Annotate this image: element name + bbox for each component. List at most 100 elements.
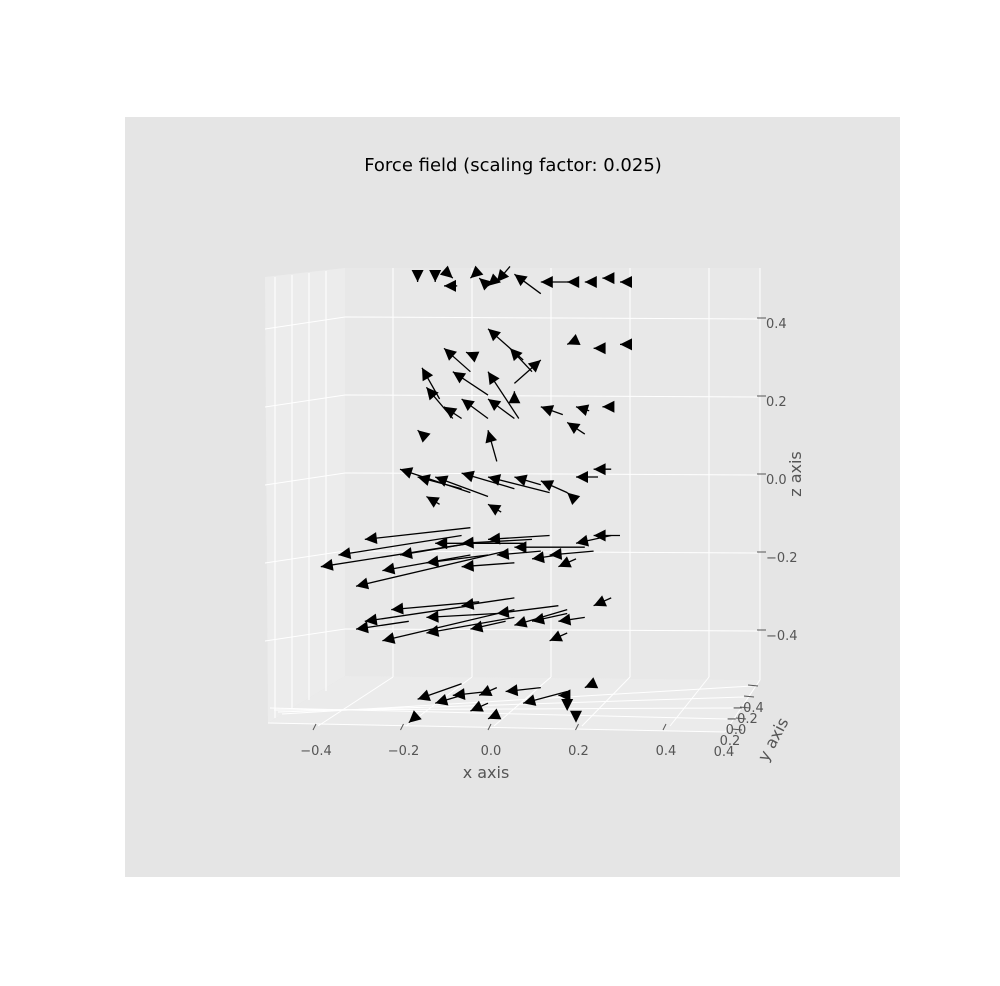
arrow-shaft xyxy=(399,468,471,494)
arrow-head xyxy=(444,348,457,361)
arrow-head xyxy=(558,556,572,568)
arrow-head xyxy=(426,387,439,401)
arrow-head xyxy=(620,276,632,288)
arrow-head xyxy=(527,360,541,373)
arrow-head xyxy=(496,268,510,282)
arrow-head xyxy=(461,559,475,572)
arrow-head xyxy=(549,630,564,642)
left-pane xyxy=(265,268,345,723)
arrow-head xyxy=(576,534,590,547)
y-tick xyxy=(735,717,747,720)
grid-line-floor-x xyxy=(493,676,552,727)
arrow-shaft xyxy=(320,542,471,568)
arrow-head xyxy=(488,399,502,411)
arrow-head xyxy=(576,471,588,483)
arrow-head xyxy=(532,551,545,564)
arrow-head xyxy=(514,274,528,287)
arrow-head xyxy=(496,547,510,560)
arrow-head xyxy=(435,694,449,706)
x-tick xyxy=(400,723,404,731)
arrow-head xyxy=(593,463,606,476)
arrow-head xyxy=(426,496,440,508)
z-tick-label: 0.0 xyxy=(766,473,787,488)
arrow-head xyxy=(584,276,597,288)
arrow-head xyxy=(356,577,370,590)
arrow-head xyxy=(488,371,500,386)
arrow-head xyxy=(435,475,449,487)
y-axis-line xyxy=(724,679,761,733)
x-tick-label: −0.4 xyxy=(300,744,332,759)
arrow-head xyxy=(466,351,480,363)
arrow-head xyxy=(540,276,553,288)
arrow-head xyxy=(576,404,590,416)
x-tick xyxy=(487,723,492,731)
arrow-head xyxy=(514,616,528,628)
grid-line-z xyxy=(344,394,759,398)
arrow-head xyxy=(567,492,581,506)
grid-line-z-side xyxy=(264,394,346,408)
y-tick-label: 0.4 xyxy=(714,745,735,760)
arrow-head xyxy=(558,689,571,702)
arrow-head xyxy=(558,613,572,626)
arrow-head xyxy=(382,632,396,644)
arrow-shaft xyxy=(426,616,515,634)
arrow-head xyxy=(602,400,615,413)
arrow-head xyxy=(417,430,431,443)
arrow-head xyxy=(561,699,574,711)
grid-line-z xyxy=(344,628,759,632)
arrow-head xyxy=(411,270,424,282)
arrow-head xyxy=(470,700,484,712)
arrow-head xyxy=(488,708,502,720)
arrow-head xyxy=(620,338,632,351)
arrow-head xyxy=(417,474,431,486)
y-tick-label: −0.4 xyxy=(732,701,764,716)
arrow-head xyxy=(439,265,453,279)
axis-panes xyxy=(265,268,760,732)
arrow-head xyxy=(408,710,422,723)
tick-marks xyxy=(312,317,766,731)
arrow-head xyxy=(452,688,466,701)
arrow-head xyxy=(570,710,582,723)
y-tick-label: 0.0 xyxy=(726,723,747,738)
z-tick-label: −0.2 xyxy=(766,551,798,566)
arrow-head xyxy=(567,276,580,288)
x-tick xyxy=(662,723,667,731)
arrow-head xyxy=(382,562,396,575)
arrow-field xyxy=(320,265,632,724)
arrow-head xyxy=(461,598,475,610)
arrow-head xyxy=(593,529,606,542)
grid-line-z xyxy=(344,316,759,320)
grid-line-floor-y xyxy=(269,707,729,720)
arrow-shaft xyxy=(364,605,471,622)
arrow-head xyxy=(426,624,440,637)
arrow-head xyxy=(444,406,458,419)
arrow-head xyxy=(514,474,528,487)
y-tick xyxy=(747,684,759,687)
grid-line-z-side xyxy=(264,628,346,642)
arrow-shaft xyxy=(391,601,480,611)
arrow-shaft xyxy=(338,534,462,556)
y-tick-label: −0.2 xyxy=(726,712,758,727)
arrow-head xyxy=(485,430,498,444)
arrow-head xyxy=(488,273,501,286)
arrow-head xyxy=(429,270,442,282)
x-tick-label: −0.2 xyxy=(388,744,420,759)
x-tick xyxy=(312,723,317,731)
chart-title: Force field (scaling factor: 0.025) xyxy=(364,155,662,176)
z-tick-label: −0.4 xyxy=(766,629,798,644)
arrow-head xyxy=(488,328,501,342)
arrow-head xyxy=(470,265,484,279)
arrow-head xyxy=(391,602,404,615)
x-axis-line xyxy=(267,722,726,733)
arrow-head xyxy=(593,595,608,607)
arrow-head xyxy=(602,272,615,285)
arrow-head xyxy=(364,613,378,626)
arrow-head xyxy=(422,367,434,382)
arrow-shaft xyxy=(355,550,506,587)
arrow-head xyxy=(461,399,475,411)
arrow-head xyxy=(567,422,581,435)
arrow-head xyxy=(417,689,431,701)
arrow-head xyxy=(505,684,519,697)
x-tick xyxy=(575,723,579,731)
y-tick xyxy=(731,728,743,731)
